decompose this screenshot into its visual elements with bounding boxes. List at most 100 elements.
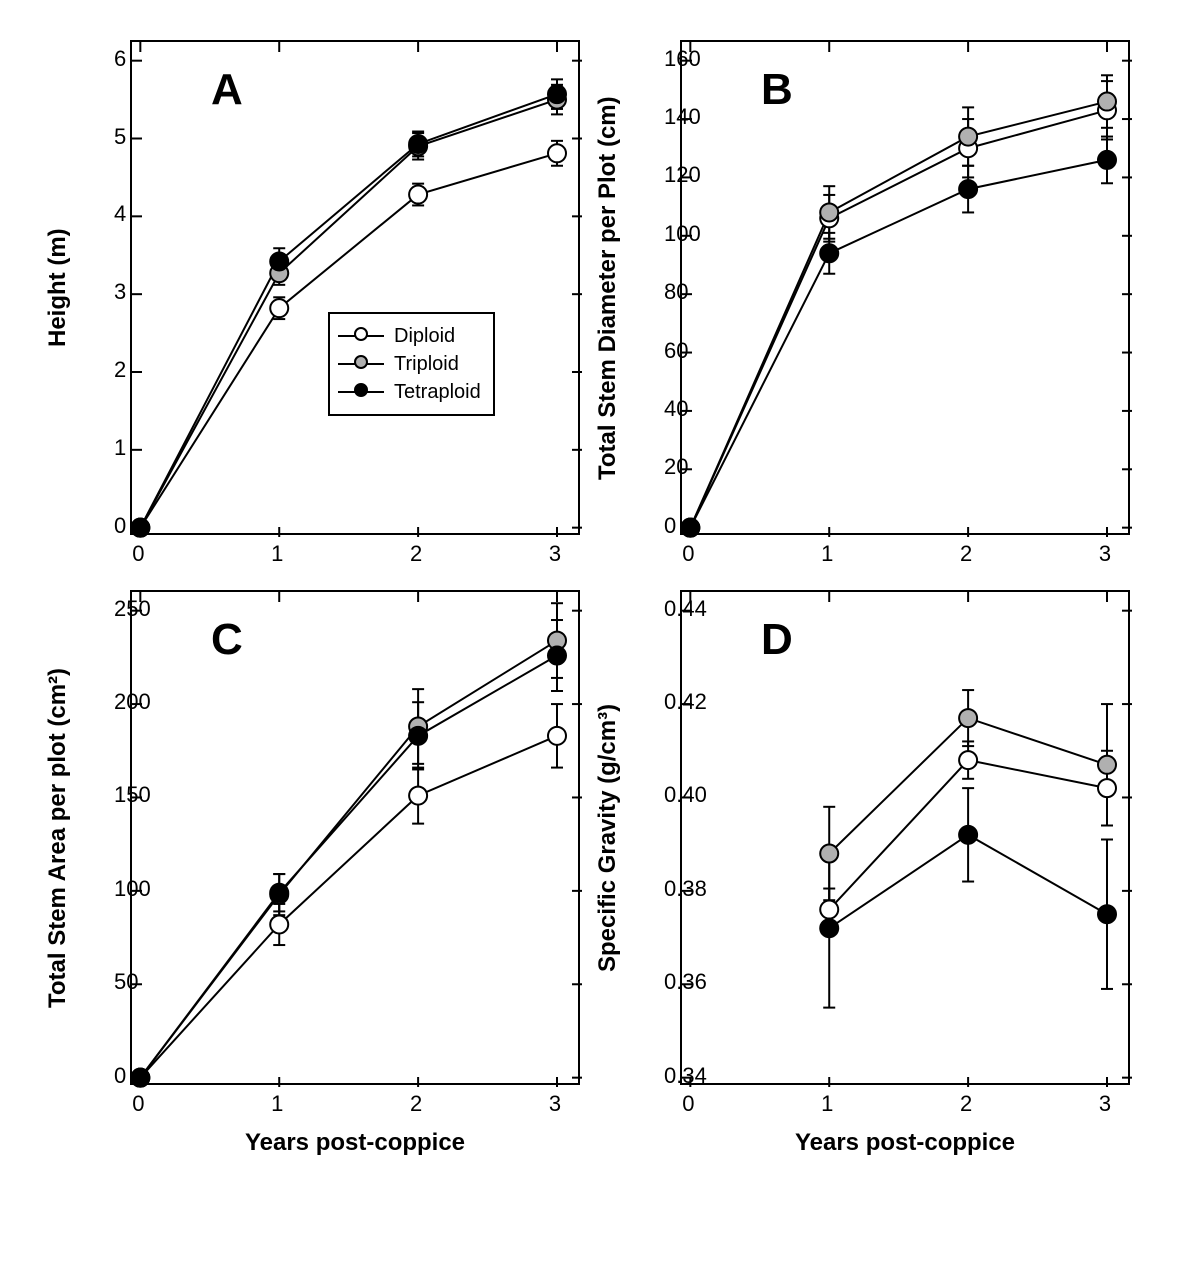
y-tick-label: 0.44 [664,596,668,622]
y-axis-label-A: Height (m) [44,228,72,347]
y-tick-label: 100 [664,221,668,247]
x-tick-label: 1 [271,541,283,567]
marker-diploid [409,186,427,204]
marker-diploid [270,915,288,933]
y-axis-label-B: Total Stem Diameter per Plot (cm) [594,96,622,480]
x-tick-label: 3 [549,541,561,567]
marker-diploid [820,901,838,919]
x-tick-label: 0 [682,1091,694,1117]
legend-line-icon [338,363,384,365]
marker-triploid [959,709,977,727]
y-tick-label: 60 [664,338,668,364]
y-tick-label: 0 [664,513,668,539]
y-tick-label: 140 [664,104,668,130]
marker-tetraploid [409,135,427,153]
marker-tetraploid [548,647,566,665]
y-tick-label: 150 [114,782,118,808]
y-tick-label: 4 [114,201,118,227]
y-tick-label: 50 [114,969,118,995]
figure-grid: 01234560123AHeight (m)DiploidTriploidTet… [0,0,1200,1272]
marker-tetraploid [270,252,288,270]
y-tick-label: 0.42 [664,689,668,715]
marker-tetraploid [409,727,427,745]
x-tick-label: 0 [132,541,144,567]
x-tick-label: 1 [821,541,833,567]
marker-triploid [1098,93,1116,111]
x-axis-label: Years post-coppice [130,1129,580,1157]
x-tick-label: 3 [1099,1091,1111,1117]
panel-letter-C: C [211,615,243,665]
legend-line-icon [338,335,384,337]
legend-label: Diploid [394,325,455,348]
legend-item-triploid: Triploid [338,350,481,378]
y-tick-label: 6 [114,46,118,72]
series-line-diploid [140,736,557,1078]
panel-A [130,40,580,535]
y-tick-label: 0 [114,1063,118,1089]
y-tick-label: 250 [114,596,118,622]
y-tick-label: 0 [114,513,118,539]
panel-D [680,590,1130,1085]
y-tick-label: 2 [114,357,118,383]
marker-diploid [1098,779,1116,797]
panel-B-svg [682,42,1132,537]
legend-item-tetraploid: Tetraploid [338,378,481,406]
panel-D-svg [682,592,1132,1087]
marker-tetraploid [1098,151,1116,169]
legend-item-diploid: Diploid [338,322,481,350]
marker-tetraploid [131,519,149,537]
x-tick-label: 3 [1099,541,1111,567]
legend-marker-icon [354,383,368,397]
marker-tetraploid [959,826,977,844]
legend: Diploid Triploid Tetraploid [328,312,495,416]
y-tick-label: 5 [114,124,118,150]
y-tick-label: 0.36 [664,969,668,995]
legend-marker-icon [354,327,368,341]
x-tick-label: 2 [960,1091,972,1117]
marker-diploid [548,144,566,162]
panel-letter-D: D [761,615,793,665]
y-tick-label: 40 [664,396,668,422]
marker-diploid [409,787,427,805]
marker-triploid [959,128,977,146]
series-line-tetraploid [140,94,557,528]
y-tick-label: 1 [114,435,118,461]
marker-tetraploid [820,919,838,937]
x-axis-label: Years post-coppice [680,1129,1130,1157]
marker-diploid [270,299,288,317]
marker-triploid [820,845,838,863]
marker-tetraploid [1098,905,1116,923]
marker-tetraploid [681,519,699,537]
y-tick-label: 0.40 [664,782,668,808]
marker-tetraploid [270,884,288,902]
panel-C-svg [132,592,582,1087]
y-axis-label-D: Specific Gravity (g/cm³) [594,703,622,971]
y-tick-label: 0.38 [664,876,668,902]
x-tick-label: 3 [549,1091,561,1117]
marker-triploid [1098,756,1116,774]
marker-tetraploid [959,180,977,198]
legend-marker-icon [354,355,368,369]
panel-letter-A: A [211,65,243,115]
legend-line-icon [338,391,384,393]
x-tick-label: 1 [821,1091,833,1117]
marker-tetraploid [548,85,566,103]
panel-letter-B: B [761,65,793,115]
series-line-tetraploid [690,160,1107,528]
legend-label: Triploid [394,353,459,376]
y-tick-label: 20 [664,454,668,480]
x-tick-label: 0 [132,1091,144,1117]
y-tick-label: 120 [664,162,668,188]
y-axis-label-C: Total Stem Area per plot (cm²) [44,667,72,1007]
y-tick-label: 80 [664,279,668,305]
legend-label: Tetraploid [394,381,481,404]
panel-A-svg [132,42,582,537]
marker-tetraploid [131,1069,149,1087]
x-tick-label: 1 [271,1091,283,1117]
x-tick-label: 2 [960,541,972,567]
x-tick-label: 2 [410,1091,422,1117]
marker-triploid [820,203,838,221]
x-tick-label: 2 [410,541,422,567]
x-tick-label: 0 [682,541,694,567]
y-tick-label: 100 [114,876,118,902]
